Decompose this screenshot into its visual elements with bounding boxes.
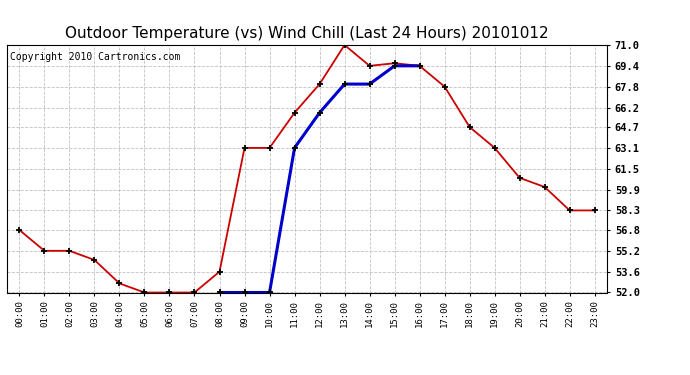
Title: Outdoor Temperature (vs) Wind Chill (Last 24 Hours) 20101012: Outdoor Temperature (vs) Wind Chill (Las…: [66, 26, 549, 41]
Text: Copyright 2010 Cartronics.com: Copyright 2010 Cartronics.com: [10, 53, 180, 62]
